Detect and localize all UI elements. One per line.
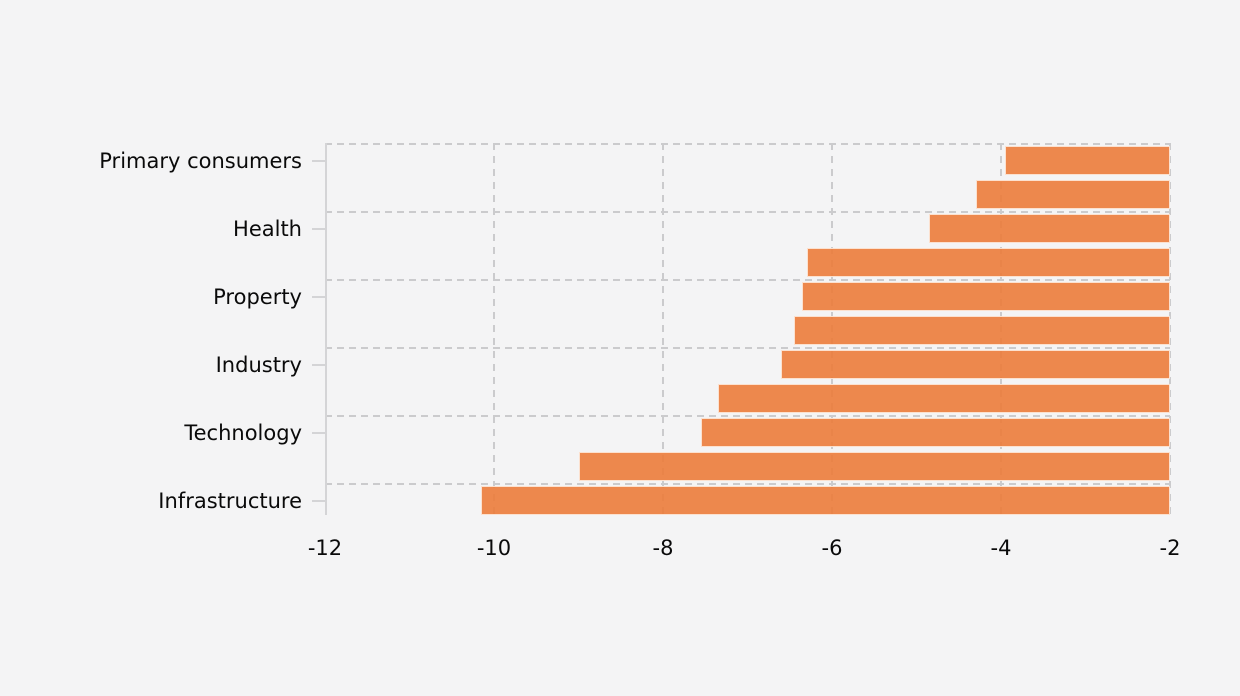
bar [481,486,1170,515]
y-tick [312,227,325,230]
h-gridline [325,347,1170,349]
bar [717,384,1170,413]
bar [781,350,1170,379]
bar [578,452,1170,481]
y-tick [312,499,325,502]
bar [1005,146,1170,175]
h-gridline [325,143,1170,145]
y-axis-label: Property [213,284,302,309]
h-gridline [325,415,1170,417]
y-tick [312,431,325,434]
y-axis-label: Technology [184,420,302,445]
bar [802,282,1170,311]
h-gridline [325,483,1170,485]
v-gridline [1169,143,1171,515]
x-axis-label: -4 [990,536,1012,560]
x-axis-label: -6 [821,536,843,560]
bars-layer [325,143,1170,515]
y-tick [312,159,325,162]
y-axis-label: Primary consumers [99,148,302,173]
x-axis-label: -10 [476,536,512,560]
y-tick [312,295,325,298]
y-axis-label: Industry [215,352,302,377]
v-gridline [493,143,495,515]
bar [793,316,1170,345]
horizontal-gridlines [325,143,1170,515]
y-axis-line [325,143,327,515]
y-tick [312,363,325,366]
bar [806,248,1170,277]
x-axis-label: -8 [652,536,674,560]
y-axis-label: Infrastructure [158,488,302,513]
y-axis-label: Health [233,216,302,241]
plot-area [325,143,1171,515]
h-gridline [325,279,1170,281]
x-axis-label: -12 [307,536,343,560]
x-axis-label: -2 [1159,536,1181,560]
bar [929,214,1170,243]
bar [975,180,1170,209]
v-gridline [662,143,664,515]
h-gridline [325,211,1170,213]
bar [701,418,1170,447]
